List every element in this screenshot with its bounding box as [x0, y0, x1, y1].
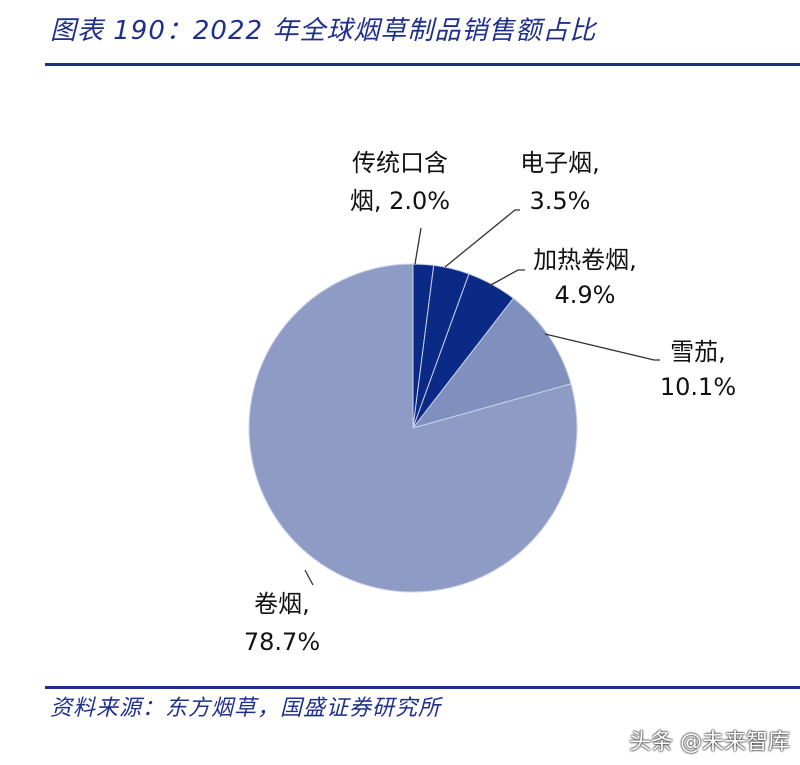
- slice-label-0-line-0: 传统口含: [352, 149, 448, 177]
- slice-label-1-line-0: 电子烟,: [520, 149, 600, 177]
- leader-line-4: [304, 569, 314, 586]
- source-note: 资料来源：东方烟草，国盛证券研究所: [50, 696, 442, 721]
- pie-slice-3: [411, 297, 572, 429]
- slice-label-3-line-0: 雪茄,: [670, 338, 726, 366]
- slice-label-4-line-1: 78.7%: [244, 628, 320, 656]
- watermark: 头条 @未来智库: [629, 730, 790, 755]
- leader-line-1: [444, 209, 520, 268]
- leader-line-0: [414, 227, 422, 265]
- figure-title: 图表 190：2022 年全球烟草制品销售额占比: [50, 16, 597, 46]
- leader-line-2: [488, 269, 525, 287]
- title-rule: [45, 63, 800, 66]
- slice-label-0-line-1: 烟, 2.0%: [350, 187, 450, 215]
- slice-label-2-line-0: 加热卷烟,: [533, 246, 637, 274]
- slice-label-4-line-0: 卷烟,: [254, 590, 310, 618]
- slice-label-1-line-1: 3.5%: [530, 187, 591, 215]
- source-rule: [45, 686, 800, 689]
- leader-line-3: [544, 333, 660, 361]
- slice-label-3-line-1: 10.1%: [660, 373, 736, 401]
- pie-slice-4: [248, 263, 578, 593]
- slice-label-2-line-1: 4.9%: [555, 281, 616, 309]
